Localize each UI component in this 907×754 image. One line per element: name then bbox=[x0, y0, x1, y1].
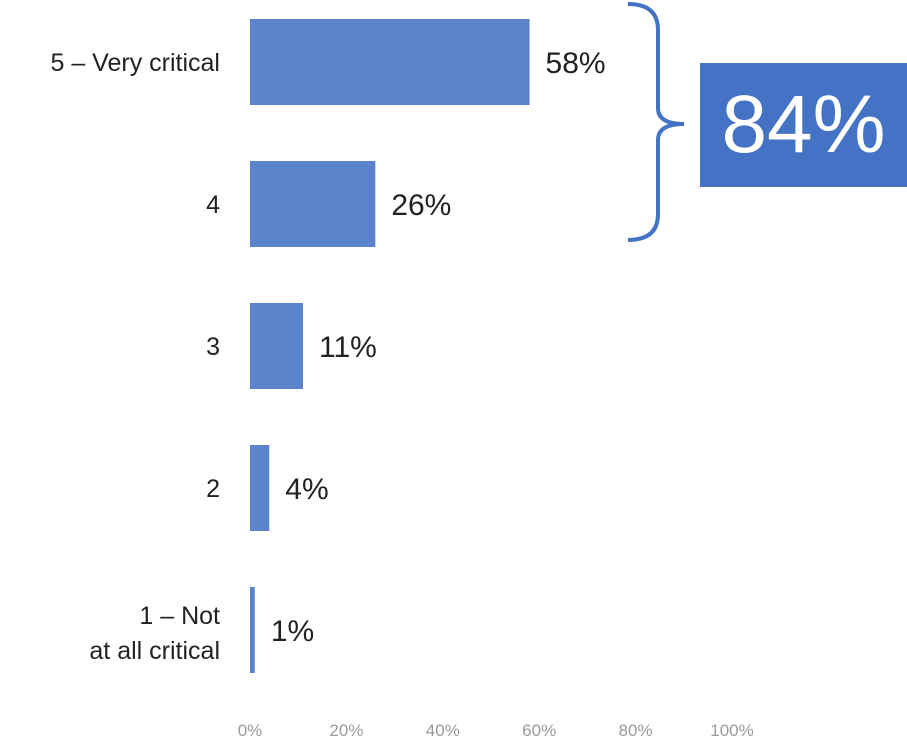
x-tick-label: 80% bbox=[619, 721, 653, 740]
data-label: 58% bbox=[546, 47, 606, 80]
bar bbox=[250, 587, 255, 673]
category-label: 4 bbox=[206, 191, 220, 219]
x-tick-label: 60% bbox=[522, 721, 556, 740]
data-label: 4% bbox=[285, 473, 328, 506]
bar bbox=[250, 19, 530, 105]
category-label: 5 – Very critical bbox=[50, 49, 220, 77]
callout-total-value: 84% bbox=[721, 79, 886, 170]
bar bbox=[250, 303, 304, 389]
category-label: 1 – Not at all critical bbox=[89, 602, 220, 665]
category-labels-group: 5 – Very critical 4 3 2 1 – Not at all critic… bbox=[50, 49, 220, 665]
bar bbox=[250, 445, 270, 531]
data-label: 11% bbox=[319, 331, 377, 364]
x-tick-label: 40% bbox=[426, 721, 460, 740]
x-tick-label: 100% bbox=[710, 721, 753, 740]
data-label: 1% bbox=[271, 615, 314, 648]
x-tick-label: 0% bbox=[238, 721, 263, 740]
callout-total-box: 84% bbox=[700, 63, 907, 187]
category-label: 3 bbox=[206, 333, 220, 361]
data-label: 26% bbox=[391, 189, 451, 222]
value-labels-group: 58% 26% 11% 4% 1% bbox=[271, 47, 606, 648]
category-label: 2 bbox=[206, 475, 220, 503]
x-tick-label: 20% bbox=[329, 721, 363, 740]
bars-group bbox=[250, 19, 530, 673]
bar bbox=[250, 161, 376, 247]
callout-bracket bbox=[627, 2, 685, 242]
x-axis-ticks-group: 0% 20% 40% 60% 80% 100% bbox=[238, 721, 754, 740]
